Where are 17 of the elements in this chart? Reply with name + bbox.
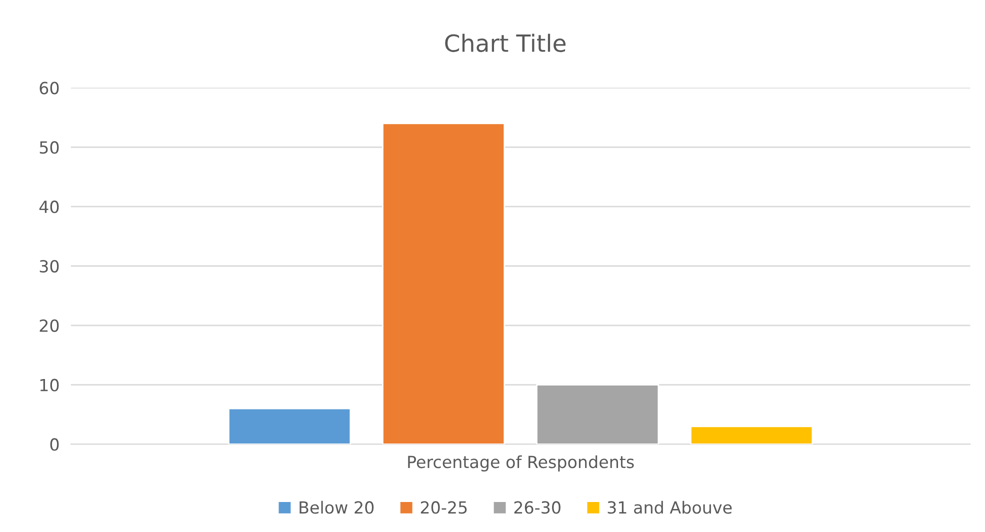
legend-label: 20-25 <box>420 501 467 514</box>
legend-label: 26-30 <box>514 501 560 514</box>
y-tick-label: 10 <box>40 378 59 392</box>
y-tick-label: 20 <box>40 319 59 332</box>
y-tick-label: 30 <box>40 260 59 273</box>
y-tick-label: 50 <box>40 141 59 154</box>
chart-title: Chart Title <box>445 34 566 52</box>
bar <box>382 122 506 444</box>
legend-label: 31 and Abouve <box>608 500 732 514</box>
y-tick-label: 40 <box>39 200 59 214</box>
legend-label: Below 20 <box>300 500 374 514</box>
y-tick-label: 60 <box>40 82 59 94</box>
bar <box>536 384 660 444</box>
bar <box>228 408 352 444</box>
y-tick-label: 0 <box>50 438 59 451</box>
x-tick-label: Percentage of Respondents <box>408 455 634 472</box>
bar <box>690 426 814 444</box>
